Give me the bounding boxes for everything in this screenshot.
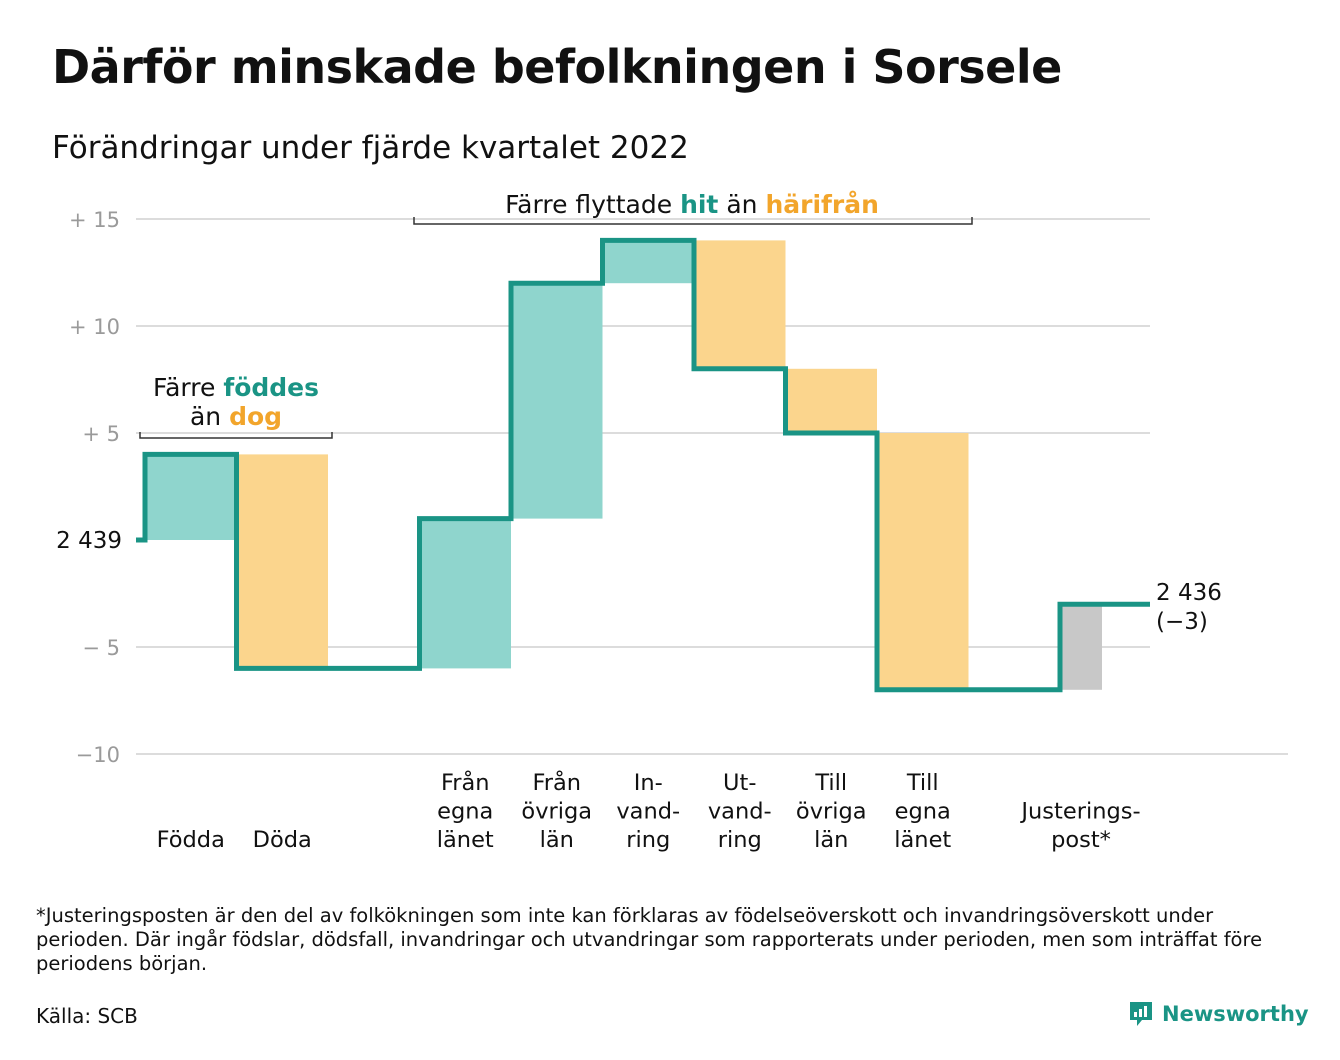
category-label: övriga [521,799,592,825]
migration-annotation-part: härifrån [765,190,878,219]
newsworthy-logo-icon [1130,1002,1152,1026]
migration-bracket [413,217,973,225]
category-label: egna [437,799,493,825]
waterfall-bar [694,240,786,369]
category-label: Döda [253,827,312,853]
category-label: Födda [157,827,225,853]
y-tick-label: + 10 [69,315,120,339]
category-label: vand- [708,799,772,825]
migration-annotation-part: hit [680,190,718,219]
category-label: Justerings- [1019,799,1140,825]
waterfall-bar [419,518,511,669]
waterfall-bar [877,433,969,690]
chart-subtitle: Förändringar under fjärde kvartalet 2022 [52,130,689,166]
migration-annotation-part: Färre flyttade [505,190,680,219]
category-label: Ut- [723,770,756,796]
y-tick-label: + 5 [82,422,120,446]
category-label: post* [1051,827,1111,853]
category-label: länet [894,827,951,853]
migration-annotation-part: än [718,190,765,219]
births-annotation-part: dog [229,402,282,431]
category-label: vand- [616,799,680,825]
category-label: ring [718,827,762,853]
category-label: Till [814,770,847,796]
waterfall-bar [1060,604,1102,690]
births-annotation-part: föddes [223,373,319,402]
category-label: Till [906,770,939,796]
start-value-label: 2 439 [56,528,122,554]
births-bracket [139,432,333,439]
category-label: länet [437,827,494,853]
brand[interactable]: Newsworthy [1128,998,1309,1030]
y-tick-label: − 5 [82,636,120,660]
chart-title: Därför minskade befolkningen i Sorsele [52,40,1062,94]
births-annotation: Färre föddes [153,373,319,402]
category-label: In- [634,770,663,796]
category-label: Från [441,768,490,796]
category-label: län [540,827,574,853]
source-label: Källa: SCB [36,1004,138,1028]
births-annotation-part: Färre [153,373,223,402]
category-label: övriga [796,799,867,825]
end-value-label: 2 436 [1156,580,1222,606]
waterfall-bar [602,240,694,284]
waterfall-bar [145,454,237,540]
end-value-label: (−3) [1156,609,1208,635]
category-label: län [814,827,848,853]
waterfall-bar [511,283,603,519]
waterfall-bar [785,368,877,433]
y-tick-label: −10 [76,743,120,767]
waterfall-bar [236,454,328,669]
migration-annotation: Färre flyttade hit än härifrån [505,190,879,219]
births-annotation: än dog [190,402,282,431]
births-annotation-part: än [190,402,229,431]
brand-name: Newsworthy [1162,1002,1309,1026]
footnote: *Justeringsposten är den del av folkökni… [36,904,1263,975]
category-label: ring [626,827,670,853]
y-tick-label: + 15 [69,208,120,232]
population-step-line [136,237,1150,693]
category-label: egna [895,799,951,825]
category-label: Från [532,768,581,796]
